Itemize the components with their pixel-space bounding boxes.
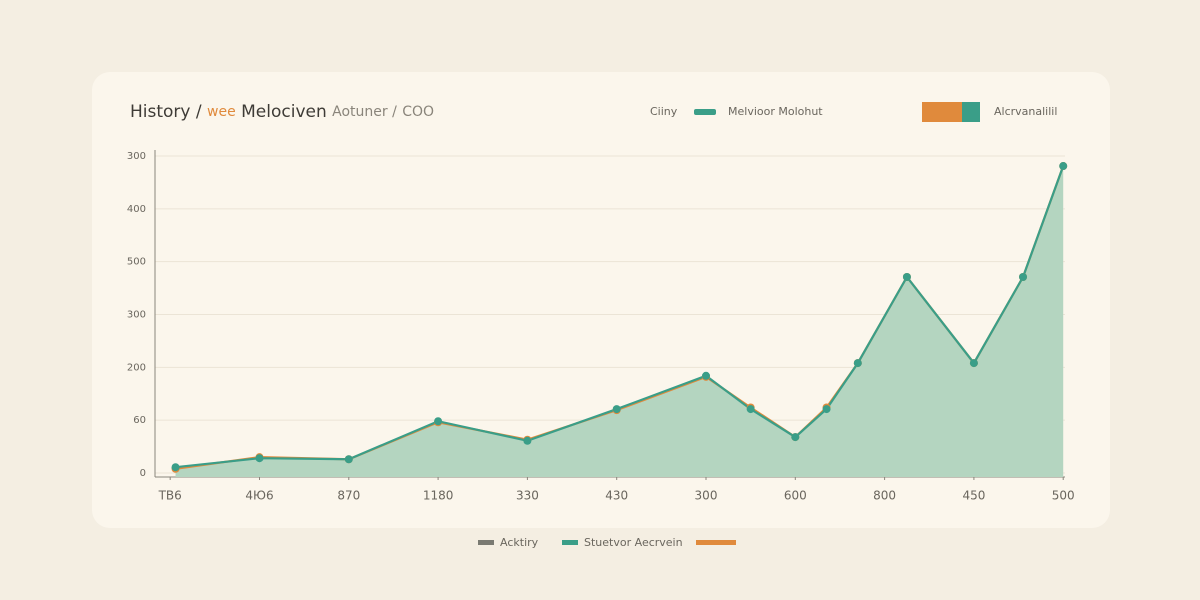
y-tick-label: 500 xyxy=(127,257,146,268)
crumb: wee xyxy=(207,104,236,120)
x-tick-label: 600 xyxy=(784,489,807,503)
y-tick-label: 400 xyxy=(127,204,146,215)
x-tick-label: 4Ю6 xyxy=(245,489,273,503)
point xyxy=(702,371,711,380)
x-tick-label: 1180 xyxy=(423,489,454,503)
legend-swatch xyxy=(962,102,980,122)
legend-title: Ciiny xyxy=(650,105,678,118)
x-tick-label: 870 xyxy=(337,489,360,503)
crumb: History / xyxy=(130,102,202,122)
x-tick-label: 800 xyxy=(873,489,896,503)
legend-label: Alcrvanalilil xyxy=(994,105,1057,118)
point xyxy=(523,436,532,445)
point xyxy=(822,405,831,414)
legend-swatch xyxy=(694,109,716,115)
point xyxy=(434,417,443,426)
crumb: Melociven xyxy=(241,102,327,122)
y-tick-label: 200 xyxy=(127,362,146,373)
legend-swatch xyxy=(562,540,578,545)
y-tick-label: 300 xyxy=(127,151,146,162)
area xyxy=(175,166,1064,477)
point xyxy=(171,463,180,472)
point xyxy=(344,455,353,464)
legend-label: Melvioor Molohut xyxy=(728,105,823,118)
y-tick-label: 60 xyxy=(133,415,146,426)
point xyxy=(255,454,264,463)
point xyxy=(1019,272,1028,281)
legend-label: Stuetvor Aecrvein xyxy=(584,536,683,549)
point xyxy=(746,405,755,414)
legend-swatch xyxy=(696,540,736,545)
legend-swatch xyxy=(922,102,962,122)
x-tick-label: 300 xyxy=(695,489,718,503)
point xyxy=(853,359,862,368)
x-tick-label: 450 xyxy=(962,489,985,503)
x-tick-label: 500 xyxy=(1052,489,1075,503)
x-tick-label: 430 xyxy=(605,489,628,503)
breadcrumb: History / wee Melociven Aotuner / COO xyxy=(130,102,434,122)
point xyxy=(969,359,978,368)
point xyxy=(791,433,800,442)
point xyxy=(902,272,911,281)
crumb: Aotuner / xyxy=(332,104,397,120)
x-tick-label: 330 xyxy=(516,489,539,503)
y-tick-label: 300 xyxy=(127,310,146,321)
point xyxy=(612,405,621,414)
x-tick-label: TB6 xyxy=(158,489,182,503)
crumb: COO xyxy=(402,104,434,120)
legend-label: Acktiry xyxy=(500,536,539,549)
y-tick-label: 0 xyxy=(140,468,146,479)
point xyxy=(1059,162,1068,171)
legend-swatch xyxy=(478,540,494,545)
